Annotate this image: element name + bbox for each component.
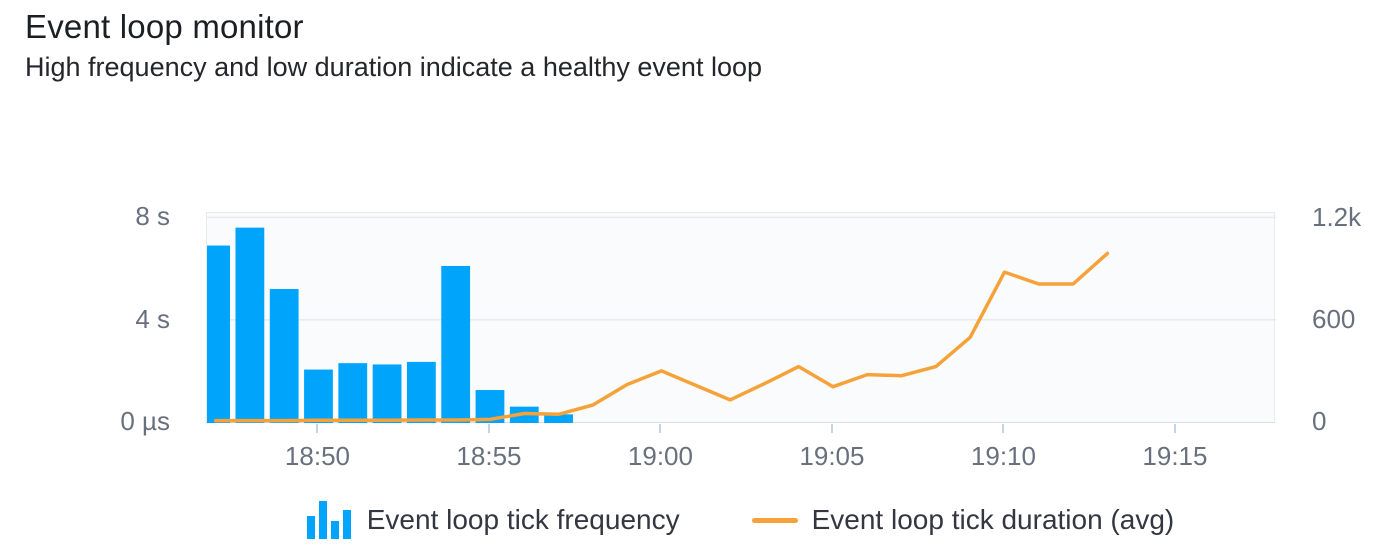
legend-label-duration: Event loop tick duration (avg) (811, 504, 1175, 535)
line-icon (751, 517, 798, 523)
x-axis-tickmark (659, 424, 662, 433)
chart-legend: Event loop tick frequency Event loop tic… (206, 496, 1275, 544)
x-axis-tickmark (316, 424, 319, 433)
page-subtitle: High frequency and low duration indicate… (25, 52, 762, 82)
legend-label-frequency: Event loop tick frequency (366, 504, 680, 535)
x-axis-tickmark (1002, 424, 1005, 433)
x-axis-label: 18:55 (456, 441, 522, 471)
duration-line (213, 251, 1110, 423)
legend-item-duration[interactable]: Event loop tick duration (avg) (751, 504, 1175, 536)
x-axis-label: 19:15 (1142, 441, 1208, 471)
y-axis-left-label: 0 µs (120, 406, 170, 436)
frequency-bar[interactable] (441, 265, 471, 423)
chart-plot-area (206, 212, 1276, 423)
x-axis-label: 19:10 (970, 441, 1036, 471)
y-axis-right-label: 600 (1312, 303, 1356, 334)
x-axis-tickmark (1173, 424, 1176, 433)
bar-chart-icon (306, 501, 351, 539)
y-axis-right-label: 0 (1312, 406, 1327, 436)
y-axis-left-label: 8 s (135, 201, 170, 232)
page-title: Event loop monitor (25, 8, 304, 45)
x-axis-tickmark (830, 424, 833, 433)
y-axis-right-label: 1.2k (1312, 201, 1362, 232)
legend-item-frequency[interactable]: Event loop tick frequency (306, 501, 680, 539)
frequency-bar[interactable] (304, 369, 333, 423)
x-axis-label: 19:05 (799, 441, 865, 471)
y-axis-left-label: 4 s (135, 303, 170, 334)
frequency-bar[interactable] (235, 227, 265, 423)
frequency-bar[interactable] (372, 364, 402, 423)
frequency-bar[interactable] (406, 361, 436, 423)
frequency-bar[interactable] (207, 245, 230, 423)
combo-chart-canvas (207, 216, 1276, 423)
x-axis-label: 19:00 (627, 441, 693, 471)
x-axis-tickmark (487, 424, 490, 433)
frequency-bar[interactable] (338, 363, 368, 423)
x-axis-label: 18:50 (284, 441, 350, 471)
frequency-bar[interactable] (269, 289, 299, 423)
frequency-bar[interactable] (544, 414, 573, 423)
